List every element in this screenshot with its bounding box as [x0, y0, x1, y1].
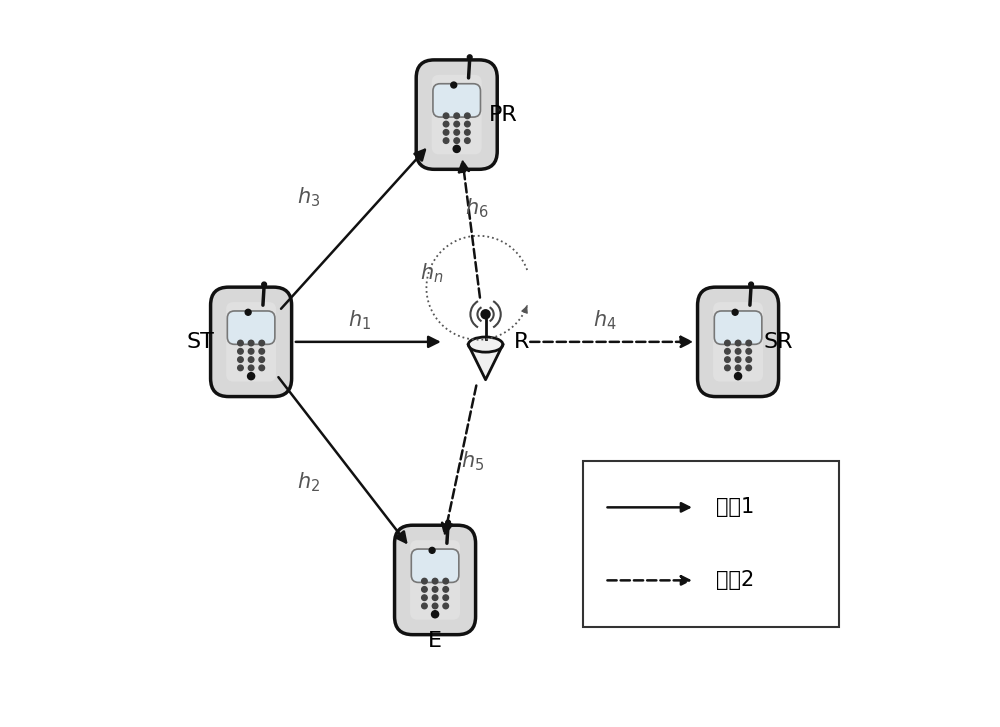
Circle shape — [259, 340, 265, 346]
Circle shape — [432, 579, 438, 584]
Text: $h_n$: $h_n$ — [420, 262, 443, 285]
Circle shape — [262, 282, 266, 287]
Circle shape — [735, 340, 741, 346]
Circle shape — [248, 348, 254, 354]
Circle shape — [432, 595, 438, 601]
Circle shape — [732, 309, 738, 316]
Circle shape — [432, 587, 438, 593]
Circle shape — [443, 579, 448, 584]
FancyBboxPatch shape — [211, 287, 292, 396]
Circle shape — [746, 348, 752, 354]
Circle shape — [422, 595, 427, 601]
Circle shape — [465, 138, 470, 143]
Circle shape — [454, 113, 459, 119]
Text: R: R — [514, 332, 529, 352]
Circle shape — [443, 121, 449, 126]
Text: $h_3$: $h_3$ — [297, 186, 320, 209]
Circle shape — [443, 129, 449, 135]
Circle shape — [443, 603, 448, 608]
Circle shape — [467, 55, 472, 60]
Circle shape — [454, 129, 459, 135]
FancyBboxPatch shape — [227, 311, 275, 345]
Circle shape — [725, 357, 730, 362]
Text: PR: PR — [489, 105, 518, 124]
Circle shape — [432, 603, 438, 608]
Circle shape — [746, 340, 752, 346]
FancyBboxPatch shape — [395, 525, 476, 635]
FancyBboxPatch shape — [410, 540, 460, 619]
Text: $h_5$: $h_5$ — [461, 449, 484, 473]
Circle shape — [454, 138, 459, 143]
Circle shape — [443, 113, 449, 119]
Circle shape — [446, 521, 450, 525]
Text: SR: SR — [763, 332, 793, 352]
Circle shape — [422, 603, 427, 608]
Polygon shape — [468, 345, 503, 379]
FancyBboxPatch shape — [411, 549, 459, 582]
FancyBboxPatch shape — [583, 461, 839, 627]
Text: $h_4$: $h_4$ — [593, 308, 616, 332]
Circle shape — [735, 373, 742, 379]
Text: E: E — [428, 631, 442, 651]
FancyBboxPatch shape — [226, 302, 276, 382]
Circle shape — [259, 365, 265, 371]
FancyBboxPatch shape — [432, 75, 482, 154]
FancyBboxPatch shape — [713, 302, 763, 382]
Text: $h_1$: $h_1$ — [348, 308, 371, 332]
Circle shape — [725, 348, 730, 354]
Text: 时隕1: 时隕1 — [716, 497, 755, 518]
Circle shape — [465, 129, 470, 135]
Circle shape — [454, 121, 459, 126]
Circle shape — [451, 82, 457, 88]
Circle shape — [238, 340, 243, 346]
Circle shape — [259, 357, 265, 362]
Text: ST: ST — [187, 332, 215, 352]
Circle shape — [248, 373, 255, 379]
Circle shape — [259, 348, 265, 354]
Circle shape — [735, 348, 741, 354]
FancyBboxPatch shape — [714, 311, 762, 345]
Circle shape — [443, 595, 448, 601]
Circle shape — [248, 357, 254, 362]
Circle shape — [248, 340, 254, 346]
Circle shape — [443, 138, 449, 143]
Circle shape — [453, 145, 460, 153]
Circle shape — [746, 357, 752, 362]
Text: $h_2$: $h_2$ — [297, 471, 320, 494]
Circle shape — [238, 348, 243, 354]
Circle shape — [432, 611, 439, 618]
Circle shape — [422, 579, 427, 584]
Ellipse shape — [468, 337, 503, 352]
Circle shape — [465, 121, 470, 126]
Circle shape — [735, 365, 741, 371]
FancyBboxPatch shape — [416, 60, 497, 169]
Circle shape — [248, 365, 254, 371]
Circle shape — [725, 340, 730, 346]
Circle shape — [238, 357, 243, 362]
Text: $h_6$: $h_6$ — [465, 196, 489, 220]
Circle shape — [238, 365, 243, 371]
Circle shape — [429, 547, 435, 553]
Circle shape — [725, 365, 730, 371]
Circle shape — [735, 357, 741, 362]
Circle shape — [746, 365, 752, 371]
FancyBboxPatch shape — [433, 84, 480, 117]
FancyBboxPatch shape — [698, 287, 779, 396]
Circle shape — [443, 587, 448, 593]
Circle shape — [749, 282, 753, 287]
Text: 时隕2: 时隕2 — [716, 571, 755, 590]
Circle shape — [422, 587, 427, 593]
Circle shape — [482, 310, 489, 318]
Circle shape — [245, 309, 251, 316]
Circle shape — [465, 113, 470, 119]
